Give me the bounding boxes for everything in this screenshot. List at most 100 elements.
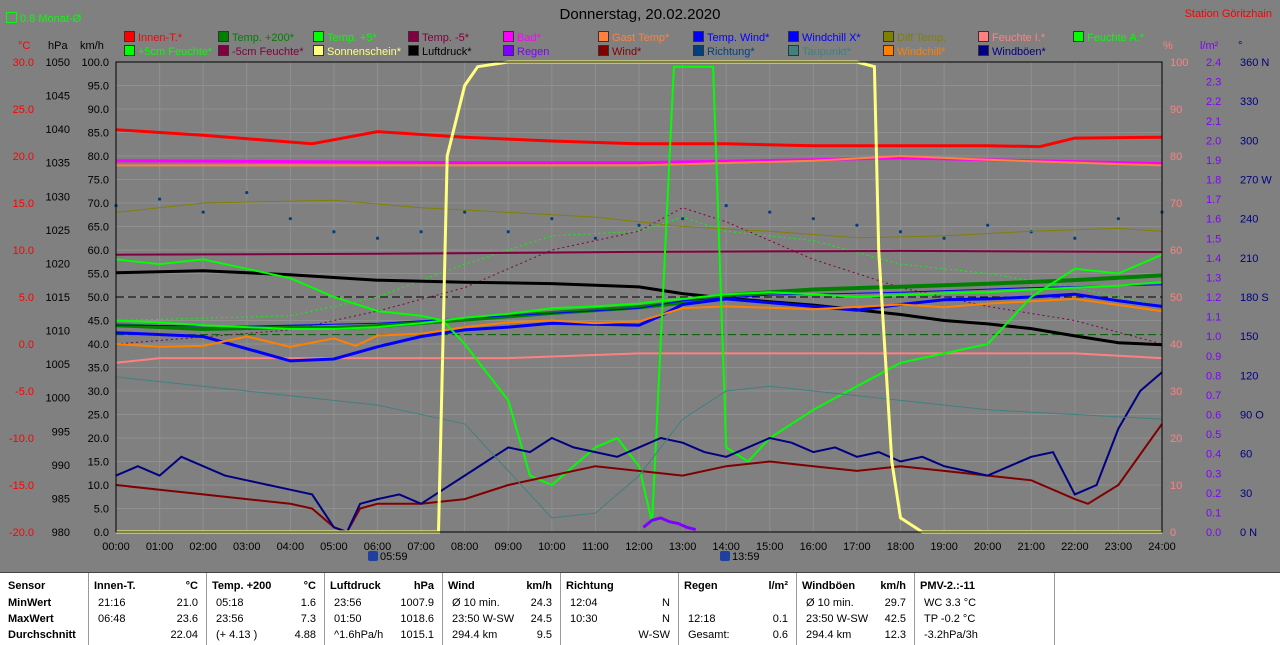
- direction-point: [419, 230, 423, 234]
- legend-item[interactable]: Windböen*: [978, 45, 1046, 58]
- legend-label: +5cm Feuchte*: [138, 46, 213, 58]
- direction-point: [855, 223, 859, 227]
- summary-cell-value: 9.5: [536, 629, 552, 641]
- legend-item[interactable]: Innen-T.*: [124, 31, 182, 44]
- series-line: [115, 65, 1163, 523]
- checkbox-icon[interactable]: [6, 12, 17, 23]
- hpa-tick-label: 1005: [46, 359, 70, 371]
- direction-point: [245, 190, 249, 195]
- legend-item[interactable]: -5cm Feuchte*: [218, 45, 304, 58]
- x-tick-label: 06:00: [364, 541, 392, 553]
- direction-tick-label: 0 N: [1240, 527, 1257, 539]
- summary-cell-value: 22.04: [170, 629, 198, 641]
- direction-tick-label: 240: [1240, 214, 1258, 226]
- legend-item[interactable]: Windchill*: [883, 45, 945, 58]
- summary-cell-detail: 294.4 km: [452, 629, 498, 641]
- legend-swatch: [788, 45, 799, 56]
- summary-column-head: Regen: [684, 580, 718, 592]
- celsius-tick-label: 30.0: [13, 57, 34, 69]
- summary-cell-detail: ^1.6hPa/h: [334, 629, 384, 641]
- hpa-tick-label: 990: [52, 460, 70, 472]
- summary-column: PMV-2.:-11 WC 3.3 °C TP -0.2 °C -3.2hPa/3h: [914, 573, 1055, 645]
- legend-label: Regen: [517, 46, 550, 58]
- legend-swatch: [883, 45, 894, 56]
- summary-cell-value: 1018.6: [400, 613, 434, 625]
- legend-item[interactable]: Temp. +5*: [313, 31, 377, 44]
- hpa-tick-label: 1020: [46, 258, 70, 270]
- legend-item[interactable]: +5cm Feuchte*: [124, 45, 212, 58]
- celsius-tick-label: -20.0: [9, 527, 34, 539]
- celsius-tick-label: 25.0: [13, 104, 34, 116]
- legend-item[interactable]: Regen: [503, 45, 549, 58]
- monat-average-toggle[interactable]: 0.8 Monat-Ø: [6, 12, 81, 25]
- x-tick-label: 17:00: [843, 541, 871, 553]
- kmh-tick-label: 30.0: [88, 386, 109, 398]
- rain-tick-label: 1.9: [1206, 155, 1221, 167]
- summary-row-label: Durchschnitt: [8, 629, 76, 641]
- x-tick-label: 09:00: [494, 541, 522, 553]
- kmh-tick-label: 80.0: [88, 151, 109, 163]
- x-tick-label: 23:00: [1105, 541, 1133, 553]
- rain-tick-label: 0.0: [1206, 527, 1221, 539]
- celsius-tick-label: 20.0: [13, 151, 34, 163]
- legend-item[interactable]: Temp. -5*: [408, 31, 469, 44]
- legend-label: Temp. -5*: [422, 32, 470, 44]
- sunrise-icon: [368, 551, 378, 561]
- legend-item[interactable]: Windchill X*: [788, 31, 861, 44]
- legend-item[interactable]: Feuchte I.*: [978, 31, 1045, 44]
- summary-column: Luftdruck hPa 23:56 1007.9 01:50 1018.6 ^1.6hP…: [324, 573, 443, 645]
- x-tick-label: 04:00: [277, 541, 305, 553]
- direction-tick-label: 120: [1240, 370, 1258, 382]
- summary-column-unit: hPa: [413, 580, 434, 592]
- direction-tick-label: 300: [1240, 135, 1258, 147]
- legend-item[interactable]: Temp. Wind*: [693, 31, 769, 44]
- legend-label: Windböen*: [992, 46, 1046, 58]
- legend-item[interactable]: Sonnenschein*: [313, 45, 401, 58]
- summary-cell-value: 1007.9: [400, 597, 434, 609]
- rain-tick-label: 2.0: [1206, 135, 1221, 147]
- summary-cell-detail: (+ 4.13 ): [216, 629, 258, 641]
- legend-swatch: [313, 31, 324, 42]
- summary-cell-detail: 23:56: [334, 597, 362, 609]
- legend-item[interactable]: Diff Temp.: [883, 31, 946, 44]
- percent-tick-label: 80: [1170, 151, 1182, 163]
- legend-swatch: [124, 31, 135, 42]
- hpa-tick-label: 1045: [46, 91, 70, 103]
- direction-point: [1116, 217, 1121, 221]
- summary-cell-detail: 10:30: [570, 613, 598, 625]
- legend-item[interactable]: Richtung*: [693, 45, 755, 58]
- rain-tick-label: 0.2: [1206, 488, 1221, 500]
- legend-item[interactable]: Temp. +200*: [218, 31, 294, 44]
- percent-tick-label: 100: [1170, 57, 1188, 69]
- direction-point: [724, 204, 728, 208]
- legend-item[interactable]: Wind*: [598, 45, 641, 58]
- legend-item[interactable]: Feuchte A.*: [1073, 31, 1144, 44]
- legend-item[interactable]: Gast Temp*: [598, 31, 669, 44]
- legend-label: Feuchte A.*: [1087, 32, 1144, 44]
- series-line: [642, 516, 697, 532]
- rain-tick-label: 2.4: [1206, 57, 1221, 69]
- legend-label: Temp. Wind*: [707, 32, 770, 44]
- kmh-tick-label: 75.0: [88, 175, 109, 187]
- series-line: [115, 249, 1163, 256]
- unit-hpa: hPa: [48, 40, 68, 52]
- legend-item[interactable]: Taupunkt*: [788, 45, 851, 58]
- summary-cell-detail: WC 3.3 °C: [924, 597, 977, 609]
- direction-tick-label: 330: [1240, 96, 1258, 108]
- hpa-tick-label: 980: [52, 527, 70, 539]
- unit-rain: l/m²: [1200, 40, 1219, 52]
- summary-cell-detail: Ø 10 min.: [452, 597, 500, 609]
- percent-tick-label: 70: [1170, 198, 1182, 210]
- summary-table: Sensor MinWert MaxWert Durchschnitt Innen-T.…: [0, 572, 1280, 645]
- summary-column-head: Richtung: [566, 580, 614, 592]
- direction-point: [550, 217, 554, 221]
- legend-item[interactable]: Bad*: [503, 31, 541, 44]
- legend-item[interactable]: Luftdruck*: [408, 45, 472, 58]
- series-line: [115, 128, 1163, 149]
- legend-label: Temp. +200*: [232, 32, 295, 44]
- summary-cell-detail: 294.4 km: [806, 629, 852, 641]
- x-tick-label: 02:00: [189, 541, 217, 553]
- hpa-tick-label: 1025: [46, 225, 70, 237]
- x-tick-label: 19:00: [930, 541, 958, 553]
- unit-kmh: km/h: [80, 40, 104, 52]
